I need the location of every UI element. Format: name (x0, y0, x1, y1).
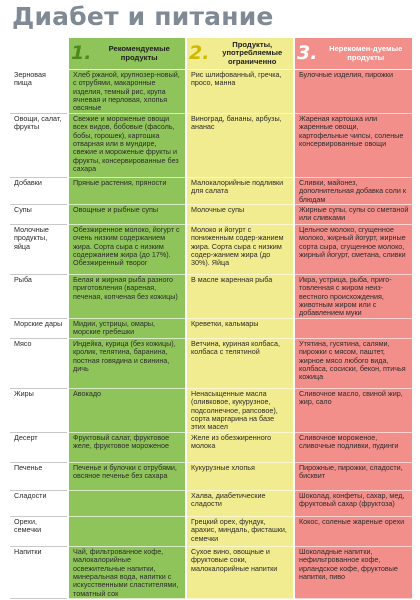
recommended-cell: Чай, фильтрованное кофе, малокалорийные … (67, 546, 186, 600)
not-recommended-cell: Жареная картошка или жаренные овощи, кар… (293, 113, 412, 179)
category-cell: Сладости (10, 490, 68, 518)
nutrition-table-wrapper: 1. Рекомендуемые продукты 2. Продукты, у… (10, 38, 412, 600)
limited-cell: В масле жаренная рыба (185, 274, 294, 320)
not-recommended-cell: Шоколадные напитки, нефильтрованное кофе… (293, 546, 412, 600)
recommended-cell (67, 516, 186, 548)
not-recommended-cell: Икра, устрица, рыба, приго-товленная с ж… (293, 274, 412, 320)
recommended-cell: Пряные растения, пряности (67, 177, 186, 206)
table-row: Зерновая пища Хлеб ржаной, крупнозер-новы… (10, 69, 412, 115)
limited-cell: Малокалорийные подливки для салата (185, 177, 294, 206)
limited-cell: Виноград, бананы, арбузы, ананас (185, 113, 294, 179)
category-cell: Мясо (10, 338, 68, 390)
table-row: Печенье Печенье и булочки с отрубями, овс… (10, 462, 412, 492)
recommended-cell: Фруктовый салат, фруктовое желе, фруктов… (67, 432, 186, 464)
limited-cell: Ненасыщенные масла (оливковое, кукурузно… (185, 388, 294, 434)
header-not-recommended: 3. Нерекомен-дуемые продукты (293, 38, 412, 71)
category-cell: Добавки (10, 177, 68, 206)
category-cell: Печенье (10, 462, 68, 492)
limited-cell: Грецкий орех, фундук, арахис, миндаль, ф… (185, 516, 294, 548)
nutrition-table: 1. Рекомендуемые продукты 2. Продукты, у… (10, 38, 412, 600)
not-recommended-cell: Булочные изделия, пирожки (293, 69, 412, 115)
table-row: Супы Овощные и рыбные супы Молочные супы Жи… (10, 204, 412, 226)
not-recommended-cell: Сливочное масло, свиной жир, жир, сало (293, 388, 412, 434)
not-recommended-cell (293, 318, 412, 340)
header-label: Нерекомен-дуемые продукты (329, 44, 403, 62)
page-title: Диабет и питание (12, 2, 274, 31)
limited-cell: Ветчина, куриная колбаса, колбаса с теля… (185, 338, 294, 390)
category-cell: Рыба (10, 274, 68, 320)
category-cell: Напитки (10, 546, 68, 600)
table-row: Рыба Белая и жирная рыба разного приготов… (10, 274, 412, 320)
category-cell: Морские дары (10, 318, 68, 340)
limited-cell: Рис шлифованный, гречка, просо, манна (185, 69, 294, 115)
header-blank-cell (10, 38, 68, 71)
table-row: Напитки Чай, фильтрованное кофе, малокало… (10, 546, 412, 600)
limited-cell: Халва, диабетические сладости (185, 490, 294, 518)
limited-cell: Кукурузные хлопья (185, 462, 294, 492)
table-row: Орехи, семечки Грецкий орех, фундук, арах… (10, 516, 412, 548)
table-row: Сладости Халва, диабетические сладости Шок… (10, 490, 412, 518)
table-row: Молочные продукты, яйца Обезжиренное моло… (10, 224, 412, 276)
not-recommended-cell: Кокос, соленые жареные орехи (293, 516, 412, 548)
header-number: 3. (297, 42, 318, 65)
table-row: Мясо Индейка, курица (без кожицы), кролик… (10, 338, 412, 390)
header-limited: 2. Продукты, употребляемые ограниченно (185, 38, 294, 71)
table-row: Морские дары Мидии, устрицы, омары, морск… (10, 318, 412, 340)
recommended-cell: Свежие и мороженые овощи всех видов, боб… (67, 113, 186, 179)
not-recommended-cell: Жирные супы, супы со сметаной или сливка… (293, 204, 412, 226)
limited-cell: Креветки, кальмары (185, 318, 294, 340)
table-row: Добавки Пряные растения, пряности Малокало… (10, 177, 412, 206)
limited-cell: Молоко и йогурт с пониженным содер-жание… (185, 224, 294, 276)
recommended-cell: Белая и жирная рыба разного приготовлени… (67, 274, 186, 320)
recommended-cell: Обезжиренное молоко, йогурт с очень низк… (67, 224, 186, 276)
header-label: Продукты, употребляемые ограниченно (222, 40, 283, 66)
category-cell: Овощи, салат, фрукты (10, 113, 68, 179)
not-recommended-cell: Сливочное мороженое, сливочные подливки,… (293, 432, 412, 464)
recommended-cell: Мидии, устрицы, омары, морские гребешки (67, 318, 186, 340)
not-recommended-cell: Цельное молоко, сгущенное молоко, жирный… (293, 224, 412, 276)
recommended-cell: Индейка, курица (без кожицы), кролик, те… (67, 338, 186, 390)
table-header-row: 1. Рекомендуемые продукты 2. Продукты, у… (10, 38, 412, 71)
limited-cell: Сухое вино, овощные и фруктовые соки, ма… (185, 546, 294, 600)
recommended-cell: Хлеб ржаной, крупнозер-новый, с отрубями… (67, 69, 186, 115)
category-cell: Орехи, семечки (10, 516, 68, 548)
recommended-cell: Печенье и булочки с отрубями, овсяное пе… (67, 462, 186, 492)
recommended-cell: Овощные и рыбные супы (67, 204, 186, 226)
header-number: 1. (71, 42, 92, 65)
table-row: Жиры Авокадо Ненасыщенные масла (оливковое… (10, 388, 412, 434)
header-recommended: 1. Рекомендуемые продукты (67, 38, 186, 71)
table-row: Десерт Фруктовый салат, фруктовое желе, ф… (10, 432, 412, 464)
category-cell: Молочные продукты, яйца (10, 224, 68, 276)
not-recommended-cell: Утятина, гусятина, салями, пирожки с мяс… (293, 338, 412, 390)
not-recommended-cell: Пирожные, пирожки, сладости, бисквит (293, 462, 412, 492)
table-row: Овощи, салат, фрукты Свежие и мороженые о… (10, 113, 412, 179)
not-recommended-cell: Сливки, майонез, дополнительная добавка … (293, 177, 412, 206)
recommended-cell: Авокадо (67, 388, 186, 434)
not-recommended-cell: Шоколад, конфеты, сахар, мед, фруктовый … (293, 490, 412, 518)
category-cell: Зерновая пища (10, 69, 68, 115)
category-cell: Десерт (10, 432, 68, 464)
category-cell: Супы (10, 204, 68, 226)
header-label: Рекомендуемые продукты (108, 44, 170, 62)
category-cell: Жиры (10, 388, 68, 434)
limited-cell: Молочные супы (185, 204, 294, 226)
header-number: 2. (189, 42, 210, 65)
limited-cell: Желе из обезжиренного молока (185, 432, 294, 464)
recommended-cell (67, 490, 186, 518)
